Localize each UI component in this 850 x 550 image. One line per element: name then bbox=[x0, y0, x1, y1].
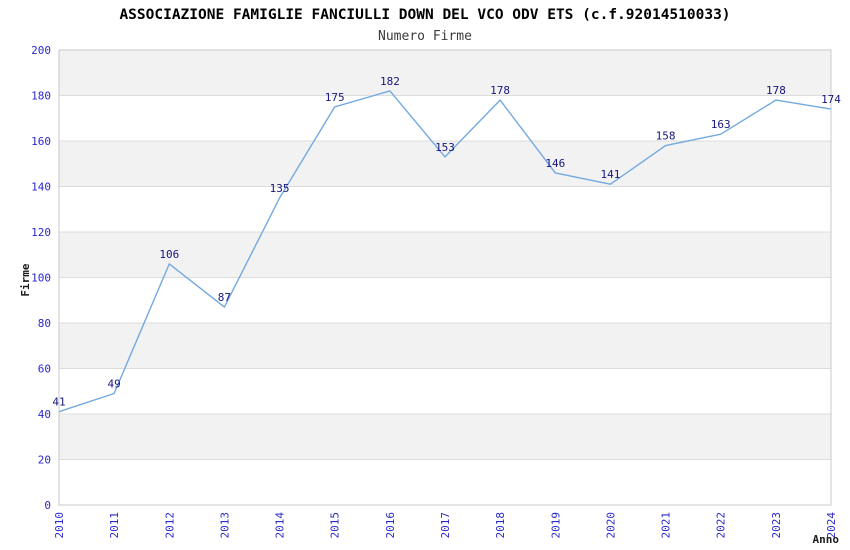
plot-band bbox=[59, 414, 831, 460]
x-tick-label: 2020 bbox=[604, 512, 617, 539]
plot-border bbox=[58, 49, 832, 506]
plot-band bbox=[59, 50, 831, 96]
data-value-label: 135 bbox=[270, 182, 290, 195]
plot-band bbox=[59, 323, 831, 369]
y-tick-label: 140 bbox=[31, 181, 51, 194]
data-value-label: 175 bbox=[325, 91, 345, 104]
x-tick-label: 2015 bbox=[329, 512, 342, 539]
x-tick-label: 2010 bbox=[53, 512, 66, 539]
data-value-label: 49 bbox=[107, 378, 120, 391]
y-tick-label: 20 bbox=[38, 454, 51, 467]
x-tick-label: 2018 bbox=[494, 512, 507, 539]
x-tick-label: 2024 bbox=[825, 512, 838, 539]
x-tick-label: 2021 bbox=[660, 512, 673, 539]
data-value-label: 163 bbox=[711, 118, 731, 131]
y-axis-label: Firme bbox=[19, 263, 32, 296]
x-tick-label: 2023 bbox=[770, 512, 783, 539]
plot-band bbox=[59, 141, 831, 187]
data-value-label: 146 bbox=[545, 157, 565, 170]
data-value-label: 174 bbox=[821, 93, 841, 106]
data-value-label: 182 bbox=[380, 75, 400, 88]
chart-title: ASSOCIAZIONE FAMIGLIE FANCIULLI DOWN DEL… bbox=[119, 7, 730, 23]
y-tick-label: 180 bbox=[31, 90, 51, 103]
y-tick-label: 120 bbox=[31, 226, 51, 239]
y-tick-label: 60 bbox=[38, 363, 51, 376]
y-tick-label: 200 bbox=[31, 44, 51, 57]
x-tick-label: 2022 bbox=[715, 512, 728, 539]
y-tick-label: 40 bbox=[38, 408, 51, 421]
data-series-line bbox=[58, 90, 832, 413]
x-tick-label: 2014 bbox=[274, 512, 287, 539]
data-point-labels: 41 49 106 87 135 175 182 153 178 146 141 158 163 178 1… bbox=[52, 75, 841, 409]
data-value-label: 141 bbox=[600, 168, 620, 181]
chart-subtitle: Numero Firme bbox=[378, 29, 472, 44]
data-value-label: 178 bbox=[766, 84, 786, 97]
data-value-label: 178 bbox=[490, 84, 510, 97]
x-axis-label: Anno bbox=[813, 533, 840, 546]
y-axis-tick-labels: 0 20 40 60 80 100 120 140 160 180 200 bbox=[31, 44, 51, 512]
data-value-label: 153 bbox=[435, 141, 455, 154]
y-tick-label: 160 bbox=[31, 135, 51, 148]
y-tick-label: 100 bbox=[31, 272, 51, 285]
x-tick-label: 2017 bbox=[439, 512, 452, 539]
plot-border-rect bbox=[58, 49, 832, 506]
series-polyline bbox=[58, 90, 832, 413]
y-tick-label: 80 bbox=[38, 317, 51, 330]
plot-bands bbox=[59, 50, 831, 460]
data-value-label: 106 bbox=[159, 248, 179, 261]
x-tick-label: 2013 bbox=[218, 512, 231, 539]
x-tick-label: 2019 bbox=[549, 512, 562, 539]
data-value-label: 41 bbox=[52, 396, 65, 409]
x-tick-label: 2016 bbox=[384, 512, 397, 539]
plot-gridlines bbox=[59, 95, 831, 460]
x-axis-tick-labels: 2010 2011 2012 2013 2014 2015 2016 2017 2018 2019… bbox=[53, 512, 838, 539]
plot-band bbox=[59, 232, 831, 278]
x-tick-label: 2011 bbox=[108, 512, 121, 539]
data-value-label: 87 bbox=[218, 291, 231, 304]
data-value-label: 158 bbox=[656, 130, 676, 143]
y-tick-label: 0 bbox=[44, 499, 51, 512]
x-tick-label: 2012 bbox=[163, 512, 176, 539]
